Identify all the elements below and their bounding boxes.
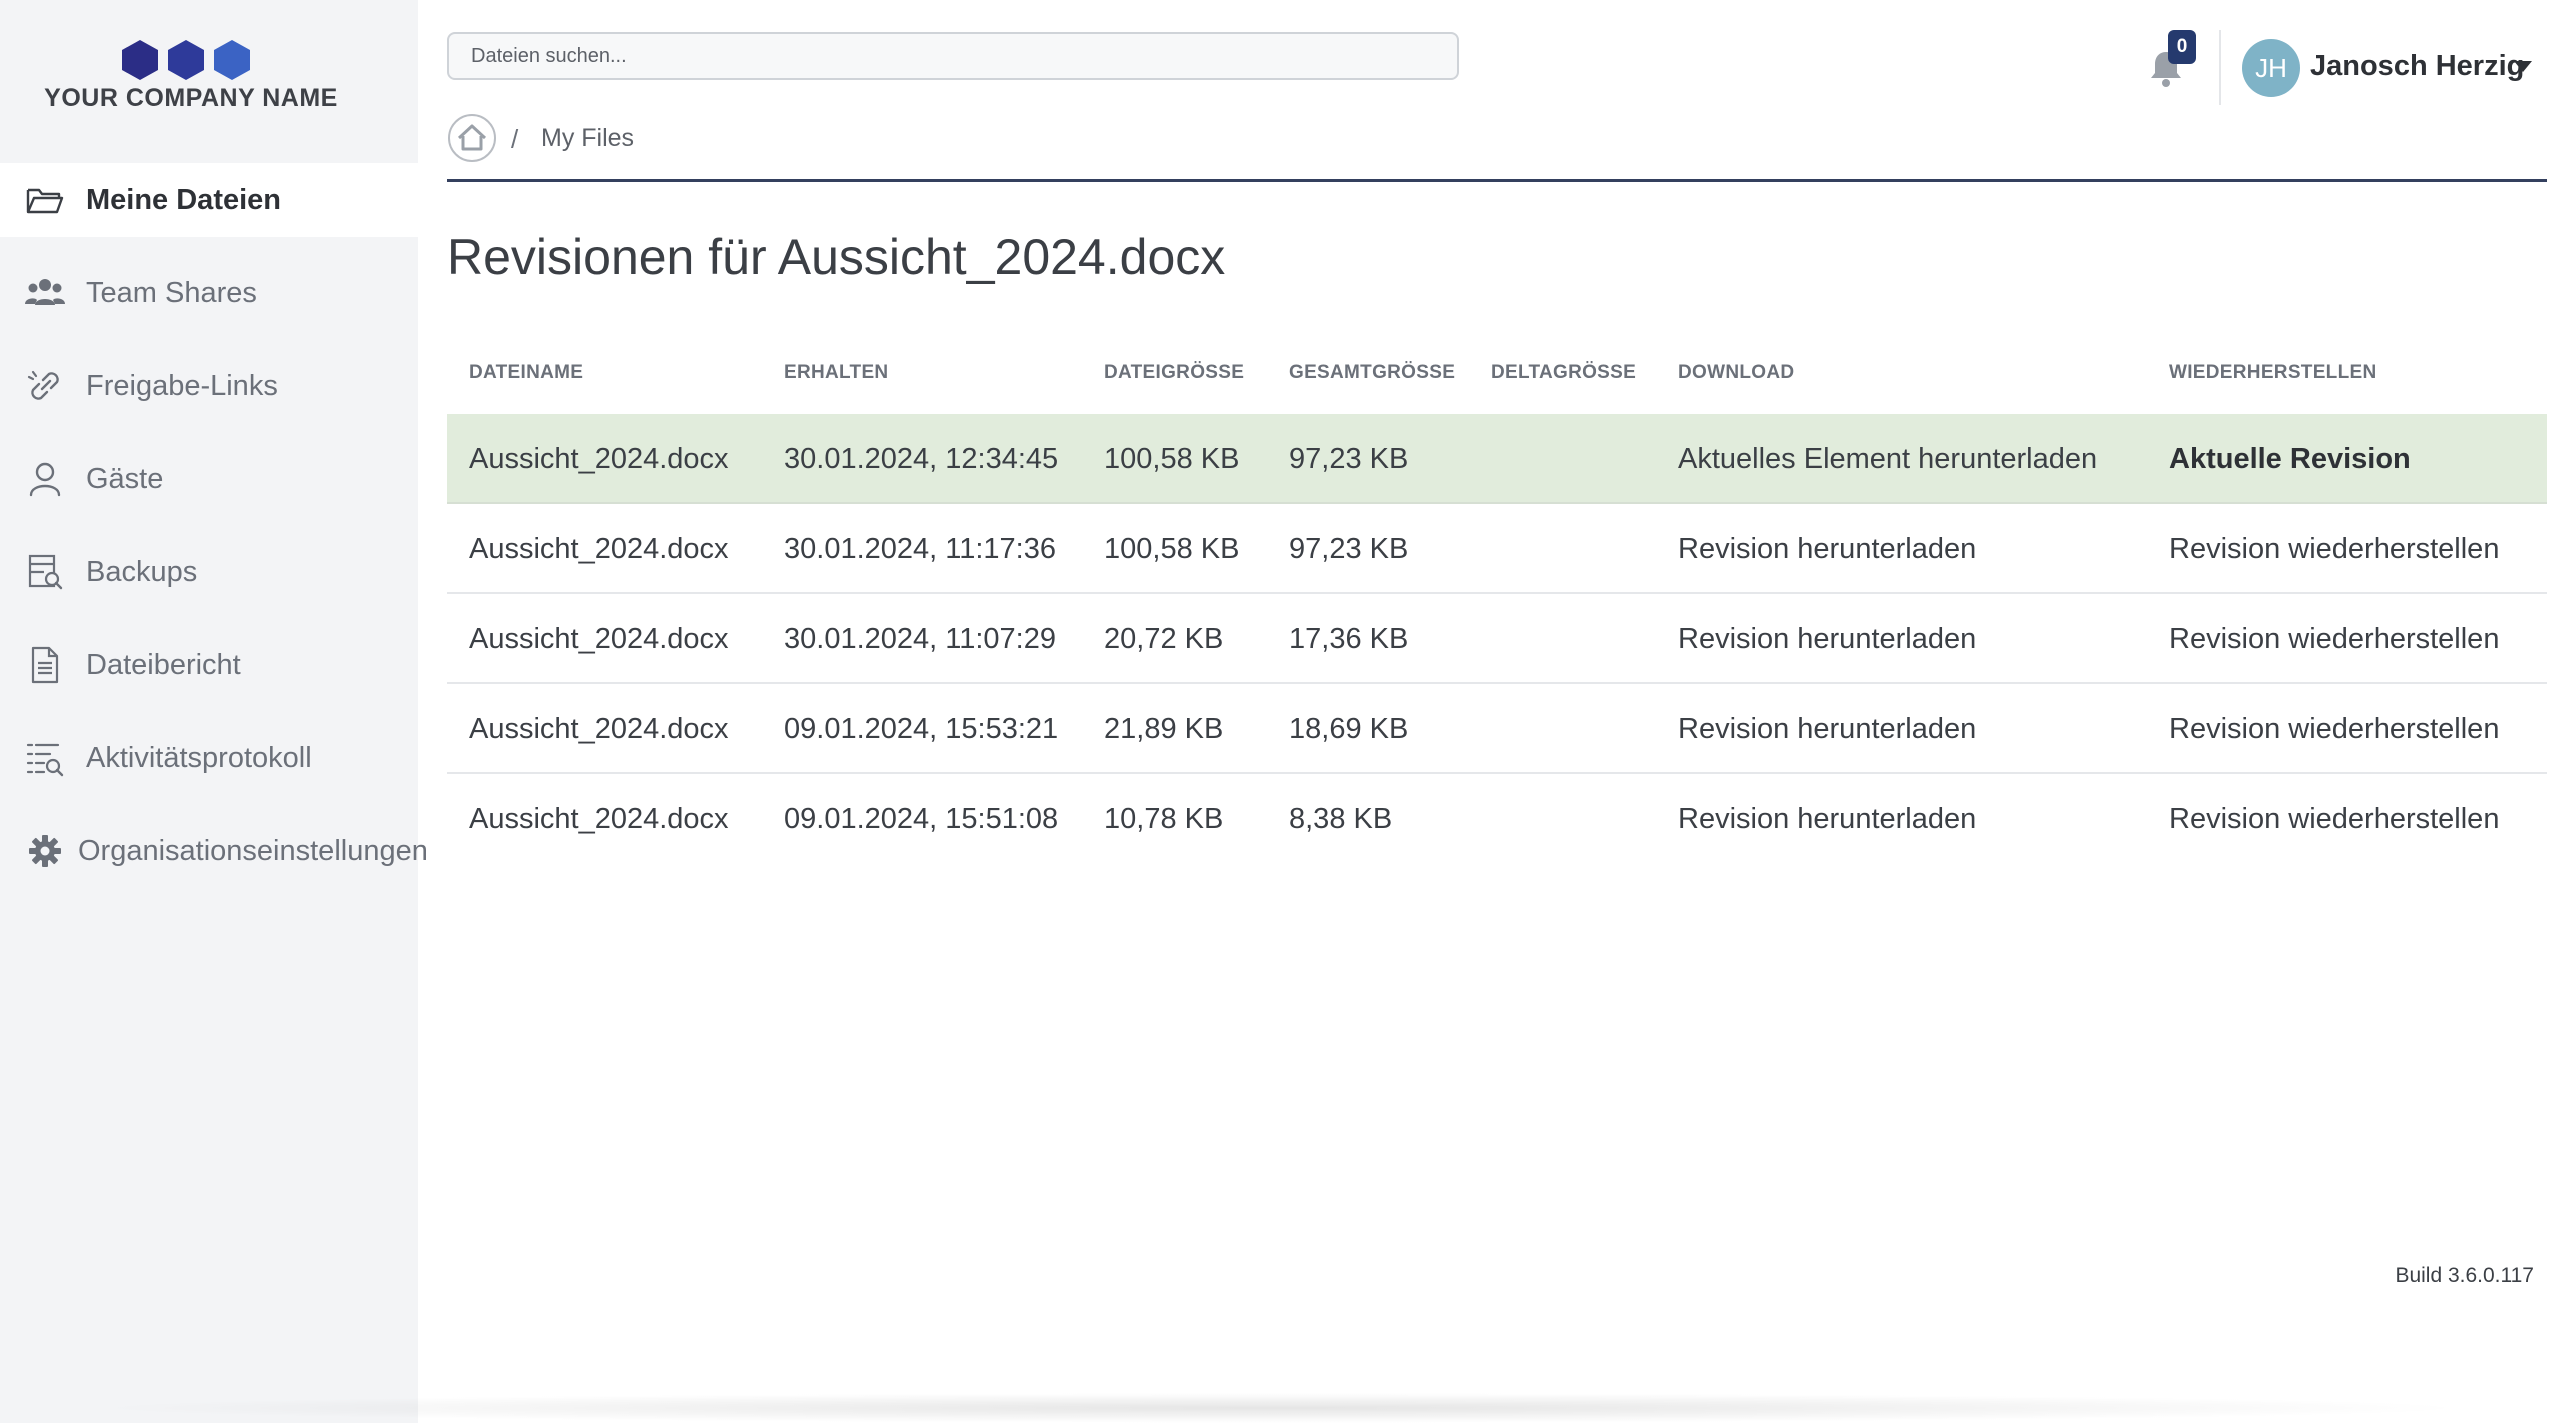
cell-total-size: 8,38 KB <box>1289 803 1393 835</box>
avatar[interactable]: JH <box>2242 39 2300 97</box>
sidebar-item-label: Dateibericht <box>86 648 241 681</box>
sidebar-item-gaeste[interactable]: Gäste <box>0 442 418 516</box>
company-logo[interactable]: YOUR COMPANY NAME <box>30 38 352 118</box>
cell-filename: Aussicht_2024.docx <box>469 713 729 745</box>
cell-filename: Aussicht_2024.docx <box>469 623 729 655</box>
table-row: Aussicht_2024.docx 30.01.2024, 11:07:29 … <box>447 594 2547 684</box>
sidebar-item-label: Freigabe-Links <box>86 369 278 402</box>
cell-received: 09.01.2024, 15:51:08 <box>784 803 1059 835</box>
user-menu-name[interactable]: Janosch Herzig <box>2310 50 2525 82</box>
sidebar-item-dateibericht[interactable]: Dateibericht <box>0 628 418 702</box>
download-revision-link[interactable]: Revision herunterladen <box>1678 803 1977 835</box>
sidebar: YOUR COMPANY NAME Meine Dateien Team Sha… <box>0 0 428 1423</box>
activity-list-icon <box>24 737 66 779</box>
cell-size: 21,89 KB <box>1104 713 1224 745</box>
header-divider <box>2219 30 2221 105</box>
cell-size: 100,58 KB <box>1104 533 1240 565</box>
user-icon <box>24 458 66 500</box>
cell-received: 30.01.2024, 11:07:29 <box>784 623 1056 655</box>
sidebar-nav: Meine Dateien Team Shares Freigabe-Links… <box>0 163 428 907</box>
restore-revision-link[interactable]: Revision wiederherstellen <box>2169 533 2500 565</box>
cell-total-size: 18,69 KB <box>1289 713 1409 745</box>
cell-filename: Aussicht_2024.docx <box>469 803 729 835</box>
file-report-icon <box>24 644 66 686</box>
breadcrumb-separator: / <box>511 124 519 154</box>
cell-size: 10,78 KB <box>1104 803 1224 835</box>
sidebar-item-team-shares[interactable]: Team Shares <box>0 256 418 330</box>
download-revision-link[interactable]: Revision herunterladen <box>1678 713 1977 745</box>
column-header-restore: WIEDERHERSTELLEN <box>2169 362 2377 383</box>
backup-search-icon <box>24 551 66 593</box>
column-header-download: DOWNLOAD <box>1678 362 1795 383</box>
cell-total-size: 97,23 KB <box>1289 443 1409 475</box>
users-icon <box>24 272 66 314</box>
table-header: DATEINAME ERHALTEN DATEIGRÖSSE GESAMTGRÖ… <box>447 344 2547 414</box>
cell-size: 20,72 KB <box>1104 623 1224 655</box>
column-header-delta-size: DELTAGRÖSSE <box>1491 362 1637 383</box>
download-current-link[interactable]: Aktuelles Element herunterladen <box>1678 443 2098 475</box>
notification-count-badge: 0 <box>2168 30 2196 64</box>
table-row: Aussicht_2024.docx 09.01.2024, 15:51:08 … <box>447 774 2547 864</box>
restore-revision-link[interactable]: Revision wiederherstellen <box>2169 803 2500 835</box>
column-header-received: ERHALTEN <box>784 362 889 383</box>
table-row: Aussicht_2024.docx 09.01.2024, 15:53:21 … <box>447 684 2547 774</box>
revisions-table: DATEINAME ERHALTEN DATEIGRÖSSE GESAMTGRÖ… <box>447 344 2547 1287</box>
sidebar-item-label: Backups <box>86 555 198 588</box>
sidebar-item-label: Team Shares <box>86 276 257 309</box>
sidebar-item-aktivitaetsprotokoll[interactable]: Aktivitätsprotokoll <box>0 721 418 795</box>
sidebar-item-label: Meine Dateien <box>86 183 281 216</box>
download-revision-link[interactable]: Revision herunterladen <box>1678 623 1977 655</box>
sidebar-item-freigabe-links[interactable]: Freigabe-Links <box>0 349 418 423</box>
download-revision-link[interactable]: Revision herunterladen <box>1678 533 1977 565</box>
sidebar-item-label: Gäste <box>86 462 164 495</box>
sidebar-item-label: Aktivitätsprotokoll <box>86 741 312 774</box>
logo-hexagons-icon <box>122 40 250 80</box>
cell-size: 100,58 KB <box>1104 443 1240 475</box>
table-row: Aussicht_2024.docx 30.01.2024, 12:34:45 … <box>447 414 2547 504</box>
column-header-size: DATEIGRÖSSE <box>1104 362 1245 383</box>
bottom-shadow <box>80 1393 2480 1423</box>
home-icon[interactable] <box>447 113 497 163</box>
folder-open-icon <box>24 179 66 221</box>
sidebar-item-organisationseinstellungen[interactable]: Organisationseinstellungen <box>0 814 428 888</box>
build-version: Build 3.6.0.117 <box>2395 1264 2534 1287</box>
breadcrumb-current[interactable]: My Files <box>541 124 635 152</box>
breadcrumb-divider <box>447 179 2547 182</box>
cell-filename: Aussicht_2024.docx <box>469 533 729 565</box>
company-name: YOUR COMPANY NAME <box>44 84 338 112</box>
sidebar-item-label: Organisationseinstellungen <box>78 834 428 867</box>
sidebar-item-meine-dateien[interactable]: Meine Dateien <box>0 163 418 237</box>
current-revision-label: Aktuelle Revision <box>2169 443 2411 475</box>
cell-received: 30.01.2024, 12:34:45 <box>784 443 1059 475</box>
gear-icon <box>24 830 66 872</box>
cell-total-size: 97,23 KB <box>1289 533 1409 565</box>
restore-revision-link[interactable]: Revision wiederherstellen <box>2169 623 2500 655</box>
restore-revision-link[interactable]: Revision wiederherstellen <box>2169 713 2500 745</box>
cell-received: 30.01.2024, 11:17:36 <box>784 533 1056 565</box>
column-header-total-size: GESAMTGRÖSSE <box>1289 362 1456 383</box>
search-input[interactable] <box>447 32 1459 80</box>
chevron-down-icon[interactable] <box>2514 61 2532 72</box>
table-row: Aussicht_2024.docx 30.01.2024, 11:17:36 … <box>447 504 2547 594</box>
cell-total-size: 17,36 KB <box>1289 623 1409 655</box>
cell-received: 09.01.2024, 15:53:21 <box>784 713 1059 745</box>
sidebar-item-backups[interactable]: Backups <box>0 535 418 609</box>
page-title: Revisionen für Aussicht_2024.docx <box>447 229 1226 285</box>
link-icon <box>24 365 66 407</box>
column-header-filename: DATEINAME <box>469 362 584 383</box>
cell-filename: Aussicht_2024.docx <box>469 443 729 475</box>
